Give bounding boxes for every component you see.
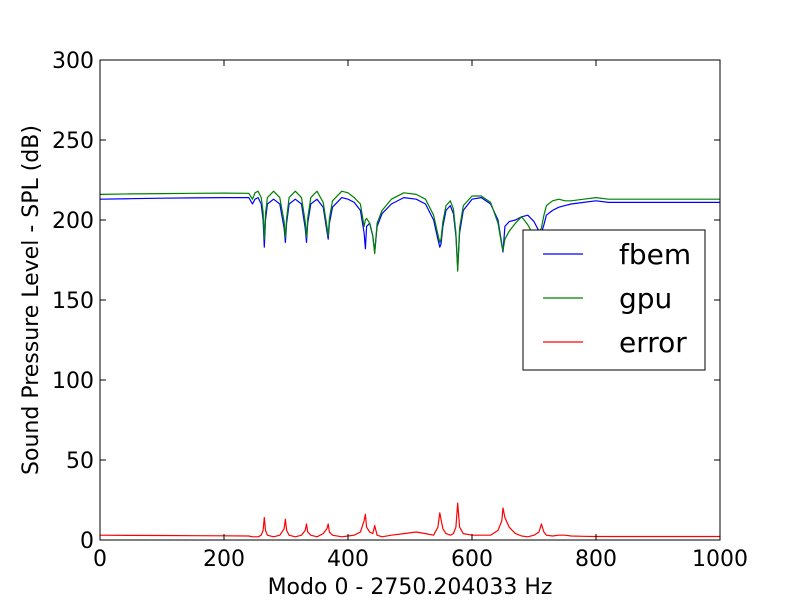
legend-label-error: error [619,326,687,359]
legend-box [522,229,706,371]
legend-label-gpu: gpu [619,282,672,315]
x-tick-label: 800 [575,547,617,572]
series-line-error [99,502,720,538]
y-tick-label: 50 [66,449,94,474]
x-axis-label: Modo 0 - 2750.204033 Hz [268,575,553,600]
y-axis-label: Sound Pressure Level - SPL (dB) [19,125,44,475]
x-tick-label: 1000 [692,547,748,572]
x-tick-label: 200 [203,547,245,572]
legend: fbem gpu error [522,229,706,371]
x-axis: 0 200 400 600 800 1000 [93,60,748,572]
x-tick-label: 600 [451,547,493,572]
x-tick-label: 400 [327,547,369,572]
y-tick-label: 150 [52,289,94,314]
series-line-fbem [99,197,720,269]
y-tick-label: 200 [52,209,94,234]
legend-label-fbem: fbem [619,238,691,271]
y-tick-label: 0 [80,529,94,554]
y-axis: 0 50 100 150 200 250 300 [52,49,720,554]
y-tick-label: 100 [52,369,94,394]
y-tick-label: 250 [52,129,94,154]
x-tick-label: 0 [93,547,107,572]
y-tick-label: 300 [52,49,94,74]
